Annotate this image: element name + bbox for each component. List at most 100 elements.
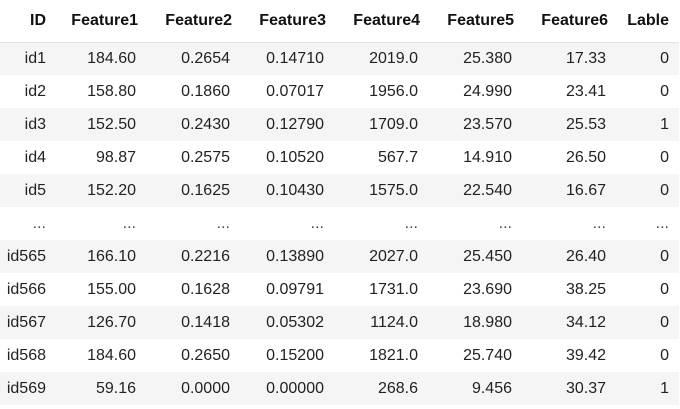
row-id-cell: id2 — [24, 82, 46, 100]
column-header-feature5: Feature5 — [447, 11, 514, 29]
row-id-cell: id566 — [6, 280, 46, 298]
table-cell: 25.740 — [463, 346, 512, 364]
table-cell: 0 — [660, 82, 669, 100]
table-body: id1 184.60 0.2654 0.14710 2019.0 25.380 17.33 0… — [0, 42, 679, 405]
row-id-cell: id1 — [24, 49, 46, 67]
table-cell: 152.20 — [87, 181, 136, 199]
table-cell: 2027.0 — [369, 247, 418, 265]
table-row: id565 166.10 0.2216 0.13890 2027.0 25.450 26.4… — [0, 240, 679, 273]
table-cell: ... — [310, 214, 324, 232]
table-cell: 1731.0 — [369, 280, 418, 298]
column-header-feature4: Feature4 — [353, 11, 420, 29]
table-cell: 25.450 — [463, 247, 512, 265]
table-cell: 26.40 — [565, 247, 606, 265]
table-cell: 1 — [660, 115, 669, 133]
table-cell: 0.2216 — [181, 247, 230, 265]
table-cell: 0.05302 — [266, 313, 324, 331]
table-cell: 0.2430 — [181, 115, 230, 133]
table-cell: 34.12 — [565, 313, 606, 331]
table-cell: 0.1418 — [181, 313, 230, 331]
table-cell: 98.87 — [95, 148, 136, 166]
table-cell: 184.60 — [87, 346, 136, 364]
table-cell: 166.10 — [87, 247, 136, 265]
table-cell: 126.70 — [87, 313, 136, 331]
table-cell: 9.456 — [471, 379, 512, 397]
table-cell: 16.67 — [565, 181, 606, 199]
table-cell: 0.15200 — [266, 346, 324, 364]
header-row: ID Feature1 Feature2 Feature3 Feature4 Featur… — [0, 0, 679, 42]
table-cell: 158.80 — [87, 82, 136, 100]
table-cell: 17.33 — [565, 49, 606, 67]
table-cell: 0.14710 — [266, 49, 324, 67]
table-cell: 567.7 — [377, 148, 418, 166]
ellipsis-row: ........................ — [0, 207, 679, 240]
table-cell: 1956.0 — [369, 82, 418, 100]
table-cell: 184.60 — [87, 49, 136, 67]
table-cell: 152.50 — [87, 115, 136, 133]
table-cell: ... — [404, 214, 418, 232]
column-header-feature1: Feature1 — [71, 11, 138, 29]
table-cell: 0.1860 — [181, 82, 230, 100]
table-cell: 1821.0 — [369, 346, 418, 364]
table-cell: 23.41 — [565, 82, 606, 100]
table-cell: 0 — [660, 148, 669, 166]
table-cell: ... — [592, 214, 606, 232]
table-cell: 30.37 — [565, 379, 606, 397]
column-header-id: ID — [30, 11, 46, 29]
table-row: id2 158.80 0.1860 0.07017 1956.0 24.990 23.41 0 — [0, 75, 679, 108]
table-cell: 0 — [660, 313, 669, 331]
table-cell: 24.990 — [463, 82, 512, 100]
table-row: id567 126.70 0.1418 0.05302 1124.0 18.980 34.1… — [0, 306, 679, 339]
table-cell: 23.690 — [463, 280, 512, 298]
column-header-feature3: Feature3 — [259, 11, 326, 29]
table-cell: 0 — [660, 346, 669, 364]
row-id-cell: id3 — [24, 115, 46, 133]
row-id-cell: id568 — [6, 346, 46, 364]
row-id-cell: id4 — [24, 148, 46, 166]
table-row: id3 152.50 0.2430 0.12790 1709.0 23.570 25.53 1 — [0, 108, 679, 141]
table-cell: 0.13890 — [266, 247, 324, 265]
table-cell: 18.980 — [463, 313, 512, 331]
table-cell: 0.10430 — [266, 181, 324, 199]
table-row: id566 155.00 0.1628 0.09791 1731.0 23.690 38.2… — [0, 273, 679, 306]
column-header-lable: Lable — [627, 11, 669, 29]
table-row: id569 59.16 0.0000 0.00000 268.6 9.456 30.37 1 — [0, 372, 679, 405]
table-cell: 0 — [660, 247, 669, 265]
table-cell: 26.50 — [565, 148, 606, 166]
table-cell: 1709.0 — [369, 115, 418, 133]
table-cell: ... — [216, 214, 230, 232]
table-cell: 0.12790 — [266, 115, 324, 133]
table-cell: 22.540 — [463, 181, 512, 199]
column-header-feature6: Feature6 — [541, 11, 608, 29]
table-cell: 0.07017 — [266, 82, 324, 100]
table-cell: 25.53 — [565, 115, 606, 133]
column-header-feature2: Feature2 — [165, 11, 232, 29]
table-cell: 39.42 — [565, 346, 606, 364]
table-cell: 1124.0 — [370, 313, 418, 331]
table-row: id5 152.20 0.1625 0.10430 1575.0 22.540 16.67 0 — [0, 174, 679, 207]
table-cell: 23.570 — [463, 115, 512, 133]
table-cell: 0.2654 — [181, 49, 230, 67]
table-row: id4 98.87 0.2575 0.10520 567.7 14.910 26.50 0 — [0, 141, 679, 174]
row-id-cell: id567 — [6, 313, 46, 331]
table-cell: 0.09791 — [266, 280, 324, 298]
table-cell: 59.16 — [95, 379, 136, 397]
table-cell: 1575.0 — [369, 181, 418, 199]
table-cell: ... — [655, 214, 669, 232]
row-id-cell: ... — [32, 214, 46, 232]
table-cell: 1 — [660, 379, 669, 397]
row-id-cell: id569 — [6, 379, 46, 397]
table-cell: 0.2650 — [181, 346, 230, 364]
table-cell: 0 — [660, 280, 669, 298]
table-row: id1 184.60 0.2654 0.14710 2019.0 25.380 17.33 0 — [0, 42, 679, 75]
table-cell: 268.6 — [377, 379, 418, 397]
table-cell: 14.910 — [463, 148, 512, 166]
table-cell: 0.2575 — [181, 148, 230, 166]
table-cell: 25.380 — [463, 49, 512, 67]
table-cell: 155.00 — [87, 280, 136, 298]
table-header: ID Feature1 Feature2 Feature3 Feature4 Featur… — [0, 0, 679, 42]
table-cell: 0.1625 — [181, 181, 230, 199]
row-id-cell: id565 — [6, 247, 46, 265]
